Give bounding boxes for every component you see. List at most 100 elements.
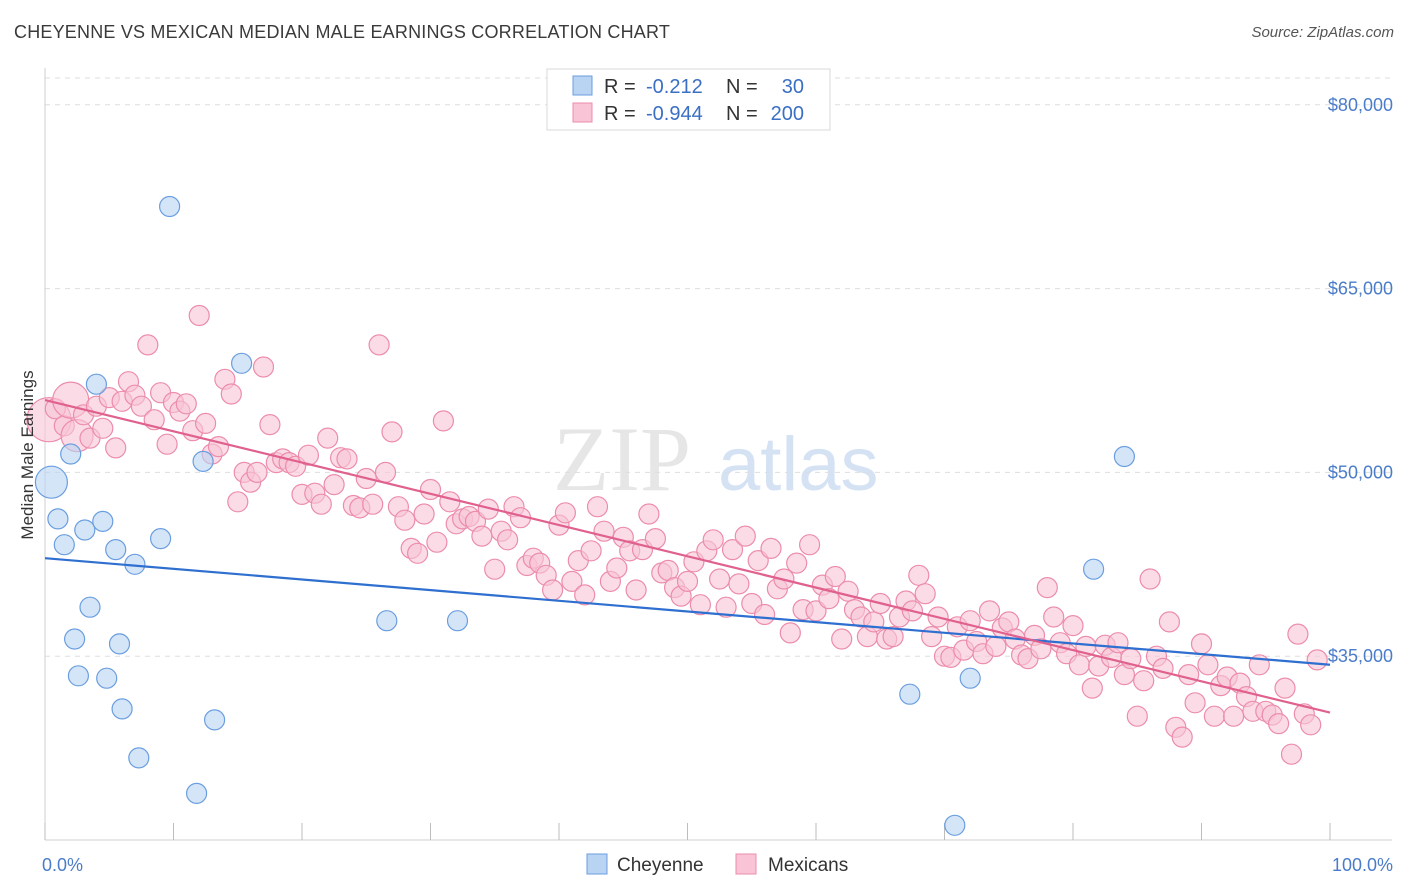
- mexican-point: [689, 594, 712, 616]
- trend-lines: [44, 399, 1331, 714]
- mexican-point: [92, 417, 114, 439]
- mexican-point: [432, 410, 454, 432]
- y-axis-label: Median Male Earnings: [18, 370, 37, 539]
- source-label: Source: ZipAtlas.com: [1251, 24, 1394, 41]
- mexican-point: [644, 527, 667, 550]
- mexican-point: [1287, 623, 1309, 645]
- mexican-point: [1222, 705, 1245, 727]
- mexican-point: [220, 383, 242, 405]
- cheyenne-point: [85, 373, 108, 395]
- mexican-point: [497, 529, 519, 551]
- mexican-point: [1306, 649, 1328, 671]
- mexican-point: [439, 491, 461, 513]
- cheyenne-point: [192, 450, 214, 472]
- legend-r-value-2: -0.944: [646, 103, 703, 125]
- y-tick-label: $35,000: [1328, 646, 1393, 666]
- cheyenne-point: [159, 195, 181, 218]
- mexican-point: [574, 584, 596, 606]
- mexican-point: [137, 334, 159, 356]
- mexican-point: [407, 542, 429, 564]
- legend-r-value-1: -0.212: [646, 76, 703, 98]
- chart-title: CHEYENNE VS MEXICAN MEDIAN MALE EARNINGS…: [14, 22, 671, 42]
- legend-swatch-mexicans: [572, 102, 593, 123]
- cheyenne-point: [204, 709, 226, 731]
- cheyenne-point: [899, 683, 921, 705]
- cheyenne-point: [150, 527, 172, 550]
- mexican-point: [336, 448, 358, 470]
- mexican-point: [477, 498, 499, 520]
- mexican-point: [715, 596, 737, 618]
- mexican-point: [368, 334, 390, 356]
- mexican-point: [920, 625, 943, 648]
- mexican-point: [105, 437, 127, 459]
- mexican-point: [561, 570, 583, 593]
- mexican-point: [1203, 705, 1226, 727]
- x-tick-label: 0.0%: [42, 855, 83, 875]
- mexican-point: [175, 393, 197, 415]
- mexican-point: [747, 549, 769, 572]
- mexican-point: [786, 552, 808, 574]
- data-points: [26, 195, 1328, 836]
- y-tick-label: $50,000: [1328, 462, 1393, 482]
- mexican-point: [882, 625, 904, 648]
- mexican-point: [1081, 677, 1103, 699]
- mexican-point: [580, 540, 602, 562]
- mexican-point: [914, 583, 936, 605]
- mexican-point: [1036, 576, 1058, 599]
- mexican-point: [818, 587, 840, 610]
- mexican-point: [586, 496, 609, 518]
- mexican-point: [130, 395, 152, 417]
- mexican-point: [1274, 677, 1296, 699]
- cheyenne-point: [79, 596, 101, 618]
- mexican-point: [798, 534, 821, 556]
- mexican-point: [1133, 670, 1155, 692]
- mexican-point: [1139, 568, 1161, 590]
- mexican-point: [1300, 714, 1322, 736]
- mexican-point: [323, 474, 345, 496]
- mexican-point: [1152, 657, 1174, 680]
- cheyenne-point: [1082, 558, 1105, 580]
- tick-labels: $35,000 $50,000 $65,000 $80,000 0.0% 100.0%: [42, 95, 1393, 875]
- mexican-point: [259, 414, 281, 436]
- mexican-point: [188, 304, 210, 327]
- mexican-point: [381, 421, 403, 443]
- mexican-point: [394, 509, 416, 531]
- cheyenne-point: [376, 610, 398, 632]
- mexican-point: [702, 529, 724, 551]
- bottom-swatch-cheyenne: [586, 853, 608, 875]
- mexican-point: [728, 573, 750, 595]
- mexican-point: [246, 461, 268, 483]
- x-tick-label: 100.0%: [1332, 855, 1393, 875]
- legend-r-label-1: R =: [604, 76, 636, 98]
- mexican-point: [1178, 663, 1200, 686]
- mexican-point: [606, 557, 628, 579]
- series-legend: Cheyenne Mexicans: [586, 853, 848, 876]
- watermark-atlas: atlas: [718, 422, 879, 507]
- mexican-point: [413, 503, 435, 525]
- mexican-point: [317, 427, 339, 449]
- mexican-point: [227, 491, 249, 513]
- mexican-point: [1267, 712, 1290, 735]
- cheyenne-point: [231, 352, 253, 374]
- mexican-point: [1184, 692, 1206, 714]
- stats-legend: R = -0.212 N = 30 R = -0.944 N = 200: [546, 68, 831, 131]
- mexican-point: [831, 628, 853, 650]
- mexican-point: [374, 461, 397, 483]
- mexican-point: [625, 579, 647, 601]
- mexican-point: [1190, 633, 1213, 655]
- mexican-point: [195, 412, 217, 434]
- mexican-point: [1068, 654, 1091, 676]
- legend-swatch-cheyenne: [572, 75, 593, 96]
- cheyenne-point: [74, 519, 96, 541]
- cheyenne-point: [60, 443, 82, 465]
- mexican-point: [426, 531, 448, 553]
- cheyenne-point: [944, 814, 966, 836]
- mexican-point: [1171, 726, 1193, 748]
- mexican-point: [638, 503, 660, 525]
- legend-n-value-1: 30: [782, 76, 804, 98]
- mexican-point: [1107, 632, 1129, 654]
- mexican-point: [734, 525, 756, 547]
- y-tick-label: $80,000: [1328, 95, 1393, 115]
- mexican-point: [1043, 606, 1065, 628]
- mexican-point: [779, 622, 801, 644]
